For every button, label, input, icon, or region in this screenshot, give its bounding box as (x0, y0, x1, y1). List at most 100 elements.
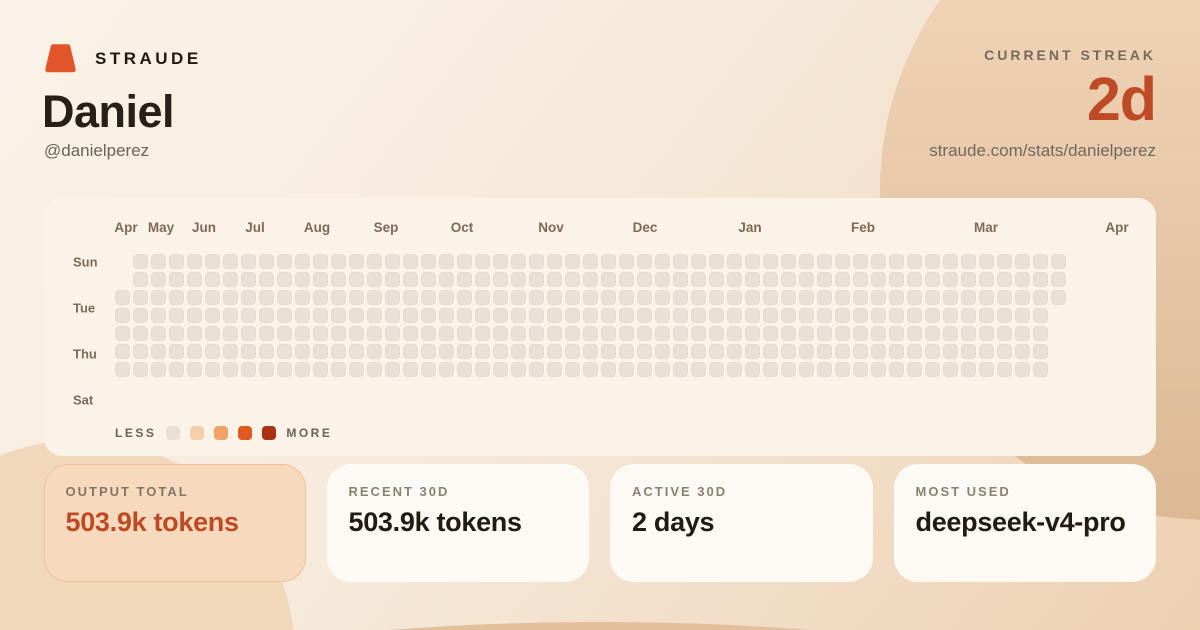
month-label: Sep (373, 220, 399, 235)
legend-swatch (190, 426, 205, 440)
heatmap-cell (259, 272, 274, 287)
heatmap-cell (223, 362, 238, 377)
heatmap-cell (187, 362, 202, 377)
heatmap-cell (979, 362, 994, 377)
legend-more-label: MORE (286, 426, 333, 440)
heatmap-cell (439, 290, 454, 305)
heatmap-cell (151, 290, 166, 305)
heatmap-cell (979, 272, 994, 287)
stat-value: 503.9k tokens (348, 507, 523, 537)
heatmap-cell (313, 344, 328, 359)
heatmap-cell (223, 254, 238, 269)
heatmap-cell (367, 272, 382, 287)
heatmap-cell (835, 254, 850, 269)
heatmap-cell (1033, 254, 1048, 269)
heatmap-cell (529, 290, 544, 305)
heatmap-cell (241, 344, 256, 359)
heatmap-cell (475, 326, 490, 341)
heatmap-cell (1051, 254, 1066, 269)
heatmap-cell (115, 326, 130, 341)
heatmap-cell (889, 326, 904, 341)
month-label: Jan (738, 220, 762, 235)
heatmap-cell (709, 308, 724, 323)
heatmap-cell (619, 290, 634, 305)
heatmap-cell (601, 290, 616, 305)
heatmap-cell (367, 344, 382, 359)
heatmap-cell (871, 344, 886, 359)
heatmap-cell (313, 362, 328, 377)
heatmap-cell (403, 308, 418, 323)
heatmap-cell (889, 254, 904, 269)
heatmap-cell (529, 254, 544, 269)
heatmap-cell (241, 326, 256, 341)
heatmap-cell (241, 272, 256, 287)
heatmap-cell (637, 362, 652, 377)
heatmap-cell (169, 254, 184, 269)
stat-label: RECENT 30D (348, 484, 450, 499)
heatmap-cell (691, 254, 706, 269)
heatmap-cell (871, 308, 886, 323)
heatmap-cell (673, 308, 688, 323)
heatmap-cell (493, 308, 508, 323)
heatmap-cell (907, 308, 922, 323)
heatmap-cell (871, 254, 886, 269)
heatmap-cell (817, 362, 832, 377)
heatmap-cell (763, 362, 778, 377)
heatmap-cell (691, 290, 706, 305)
heatmap-cell (241, 254, 256, 269)
heatmap-cell (583, 290, 598, 305)
heatmap-cell (655, 254, 670, 269)
heatmap-cell (871, 272, 886, 287)
heatmap-cell (331, 308, 346, 323)
current-streak-block: CURRENT STREAK 2d straude.com/stats/dani… (929, 47, 1157, 161)
heatmap-cell (493, 326, 508, 341)
heatmap-cell (673, 290, 688, 305)
heatmap-cell (223, 290, 238, 305)
heatmap-cell (349, 326, 364, 341)
month-label: Apr (1105, 220, 1129, 235)
heatmap-cell (763, 290, 778, 305)
heatmap-cell (655, 290, 670, 305)
heatmap-cell (853, 362, 868, 377)
heatmap-cell (961, 290, 976, 305)
month-label: Oct (450, 220, 474, 235)
heatmap-cell (259, 326, 274, 341)
heatmap-cell (781, 362, 796, 377)
heatmap-cell (241, 308, 256, 323)
heatmap-cell (457, 254, 472, 269)
heatmap-cell (673, 344, 688, 359)
heatmap-cell (259, 290, 274, 305)
heatmap-cell (1033, 344, 1048, 359)
heatmap-cell (295, 272, 310, 287)
heatmap-cell (493, 272, 508, 287)
heatmap-cell (619, 272, 634, 287)
heatmap-cell (619, 344, 634, 359)
day-label: Sun (73, 254, 98, 270)
heatmap-cell (997, 344, 1012, 359)
heatmap-cell (781, 272, 796, 287)
heatmap-cell (115, 344, 130, 359)
heatmap-cell (205, 308, 220, 323)
heatmap-cell (889, 290, 904, 305)
heatmap-cell (115, 308, 130, 323)
heatmap-cell (313, 290, 328, 305)
heatmap-cell (313, 326, 328, 341)
heatmap-cell (367, 290, 382, 305)
legend-swatch (262, 426, 277, 440)
heatmap-cell (439, 326, 454, 341)
heatmap-cell (151, 362, 166, 377)
month-label: May (147, 220, 175, 235)
heatmap-cell (295, 344, 310, 359)
heatmap-cell (907, 326, 922, 341)
heatmap-cell (331, 272, 346, 287)
month-label: Aug (303, 220, 331, 235)
heatmap-cell (655, 344, 670, 359)
heatmap-cell (421, 290, 436, 305)
heatmap-cell (961, 362, 976, 377)
heatmap-cell (457, 290, 472, 305)
heatmap-cell (727, 290, 742, 305)
heatmap-cell (817, 308, 832, 323)
heatmap-cell (385, 362, 400, 377)
current-streak-label: CURRENT STREAK (984, 47, 1156, 63)
heatmap-cell (979, 326, 994, 341)
